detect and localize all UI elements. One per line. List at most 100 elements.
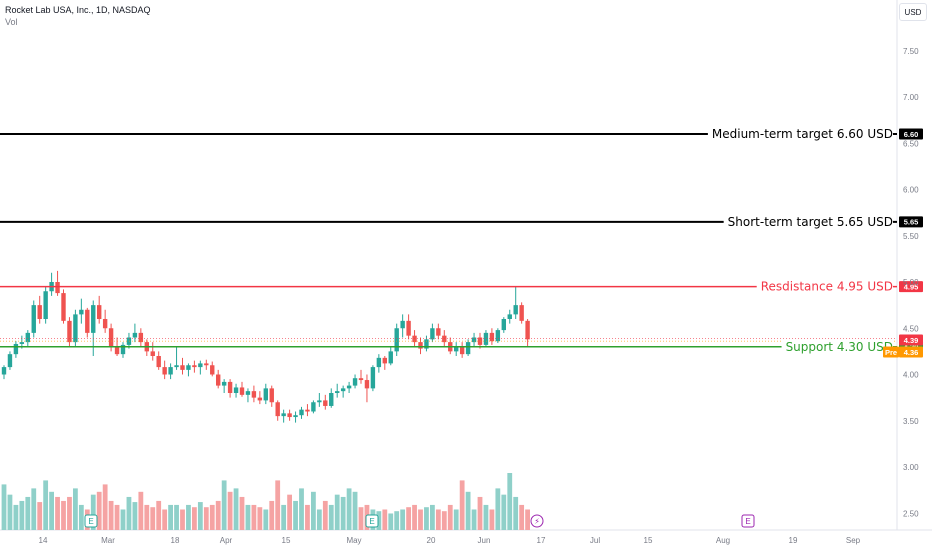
candle-body	[192, 365, 197, 368]
y-tick-label: 6.50	[903, 139, 919, 148]
candle-body	[25, 332, 30, 343]
candle-body	[108, 328, 114, 347]
candle-body	[168, 367, 173, 375]
volume-bar	[507, 473, 513, 530]
candle-body	[198, 363, 203, 368]
volume-bar	[61, 500, 66, 530]
volume-bar	[192, 507, 197, 530]
volume-bar	[25, 496, 31, 530]
candle-body	[97, 305, 102, 319]
candle-body	[513, 305, 518, 315]
volume-bar	[43, 480, 49, 530]
pre-market-badge-text: Pre	[885, 348, 897, 357]
volume-bar	[293, 500, 298, 530]
x-tick-label: 17	[537, 536, 546, 545]
x-tick-label: 19	[789, 536, 798, 545]
candle-body	[227, 381, 233, 393]
earnings-marker-text: E	[88, 517, 93, 526]
volume-bars	[1, 473, 530, 530]
x-tick-label: May	[346, 536, 361, 545]
candle-body	[436, 328, 441, 336]
volume-bar	[114, 504, 120, 530]
volume-bar	[412, 504, 417, 530]
y-tick-label: 7.00	[903, 93, 919, 102]
candle-body	[346, 385, 352, 389]
volume-bar	[102, 484, 108, 530]
level-label-bg	[707, 127, 893, 141]
volume-bar	[67, 496, 72, 530]
volume-bar	[245, 504, 251, 530]
x-tick-label: 15	[282, 536, 291, 545]
candle-body	[352, 378, 358, 386]
x-tick-label: 20	[427, 536, 436, 545]
candle-body	[210, 365, 215, 375]
volume-bar	[382, 509, 388, 530]
volume-bar	[435, 509, 441, 530]
candle-body	[162, 367, 167, 375]
level-label-bg	[723, 214, 893, 229]
dividend-marker-icon	[530, 514, 544, 528]
volume-bar	[287, 494, 292, 530]
volume-bar	[180, 509, 185, 530]
volume-bar	[233, 488, 239, 530]
x-tick-label: Jun	[478, 536, 491, 545]
candle-body	[412, 335, 417, 343]
candle-body	[120, 344, 126, 355]
volume-bar	[447, 504, 453, 530]
symbol-title[interactable]: Rocket Lab USA, Inc., 1D, NASDAQ	[5, 5, 151, 15]
candle-body	[335, 391, 340, 393]
candle-body	[293, 415, 298, 418]
volume-bar	[197, 502, 203, 530]
candle-body	[55, 282, 60, 294]
volume-bar	[120, 509, 126, 530]
candle-body	[126, 337, 132, 345]
y-tick-label: 4.50	[903, 324, 919, 333]
volume-bar	[305, 504, 310, 530]
volume-indicator-label[interactable]: Vol	[5, 17, 18, 27]
x-tick-label: Mar	[101, 536, 115, 545]
volume-bar	[316, 509, 322, 530]
volume-bar	[168, 504, 173, 530]
volume-bar	[322, 500, 328, 530]
candle-body	[174, 365, 179, 368]
chart-grid	[0, 0, 932, 531]
candle-body	[388, 351, 393, 364]
candle-body	[85, 309, 90, 333]
candle-body	[394, 328, 399, 352]
volume-bar	[90, 494, 96, 530]
volume-bar	[328, 504, 334, 530]
volume-bar	[489, 509, 495, 530]
axes: 7.50 7.00 6.50 6.00 5.50 5.00 4.50 4.00 3.50 3.00…	[39, 47, 920, 545]
candle-body	[275, 402, 280, 417]
level-label: Resdistance 4.95 USD	[761, 280, 893, 294]
volume-bar	[186, 504, 191, 530]
candle-body	[91, 305, 96, 333]
volume-bar	[156, 500, 162, 530]
volume-bar	[221, 480, 227, 530]
volume-bar	[477, 496, 483, 530]
volume-bar	[400, 509, 406, 530]
candle-body	[442, 335, 447, 343]
candle-body	[287, 413, 292, 418]
candle-body	[43, 291, 48, 319]
volume-bar	[138, 491, 144, 530]
candle-body	[251, 391, 257, 398]
candle-body	[340, 388, 346, 392]
y-tick-label: 3.50	[903, 417, 919, 426]
y-tick-label: 5.00	[903, 278, 919, 287]
currency-button[interactable]: USD	[899, 3, 927, 21]
candle-body	[299, 409, 304, 416]
candle-body	[329, 393, 334, 406]
candle-body	[1, 367, 7, 375]
y-tick-label: 5.50	[903, 232, 919, 241]
candle-body	[114, 346, 120, 355]
volume-bar	[251, 504, 257, 530]
volume-bar	[78, 504, 84, 530]
volume-bar	[388, 513, 394, 530]
candle-body	[317, 400, 322, 403]
dividend-marker-text: ⚡	[534, 517, 540, 526]
event-markers: E E ⚡ E	[84, 514, 755, 528]
level-price-tag-text: 4.95	[904, 282, 919, 291]
volume-bar	[227, 491, 233, 530]
